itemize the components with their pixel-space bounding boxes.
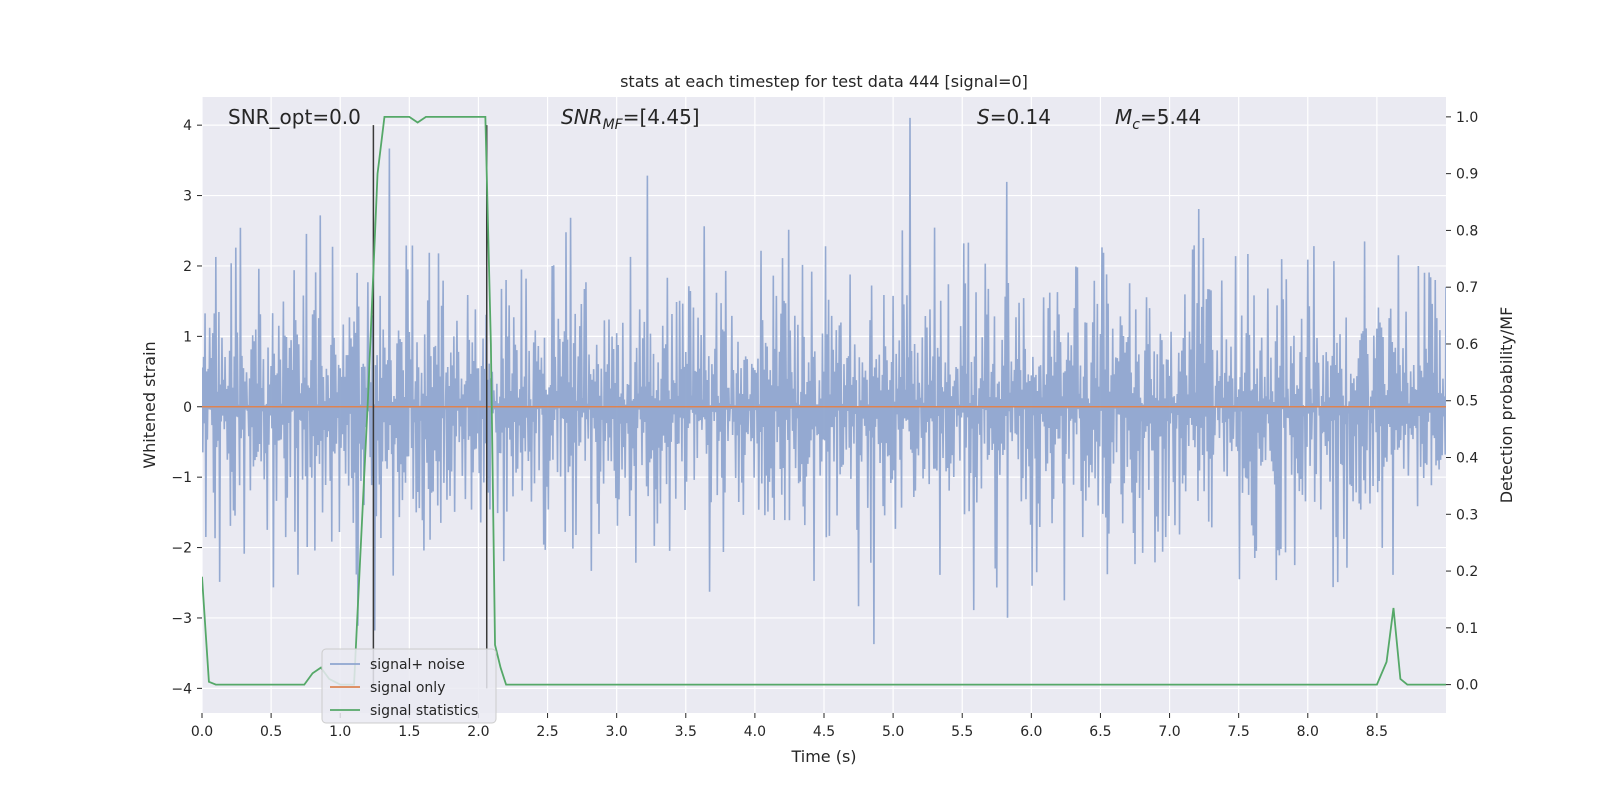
y-axis-right-label: Detection probability/MF xyxy=(1497,307,1516,504)
x-tick-label: 1.0 xyxy=(329,724,351,740)
legend-box xyxy=(321,648,497,724)
y2-tick-label: 0.3 xyxy=(1456,507,1478,523)
x-tick-label: 3.5 xyxy=(675,724,697,740)
x-tick-label: 4.0 xyxy=(744,724,766,740)
chart-title: stats at each timestep for test data 444… xyxy=(620,72,1028,91)
x-tick-label: 2.0 xyxy=(467,724,489,740)
x-tick-label: 6.0 xyxy=(1020,724,1042,740)
x-tick-label: 1.5 xyxy=(398,724,420,740)
x-tick-label: 0.5 xyxy=(260,724,282,740)
y2-tick-label: 1.0 xyxy=(1456,110,1478,126)
legend: signal+ noise signal only signal statistic… xyxy=(321,648,497,724)
y2-tick-label: 0.4 xyxy=(1456,451,1478,467)
annotation-snr-opt: SNR_opt=0.0 xyxy=(228,105,361,129)
vertical-markers xyxy=(372,125,488,689)
annotation-snr-mf: SNRMF=[4.45] xyxy=(561,105,700,133)
y-tick-label: −2 xyxy=(171,541,192,557)
statistics-line xyxy=(202,115,1446,686)
y-tick-label: 2 xyxy=(183,259,192,275)
y-tick-label: 1 xyxy=(183,329,192,345)
annotation-mc-value: =5.44 xyxy=(1140,105,1201,129)
y-tick-label: 0 xyxy=(183,400,192,416)
x-tick-label: 7.5 xyxy=(1228,724,1250,740)
y2-tick-label: 0.0 xyxy=(1456,678,1478,694)
annotation-s-main: S xyxy=(977,105,990,129)
x-tick-label: 8.0 xyxy=(1297,724,1319,740)
y-tick-label: −4 xyxy=(171,681,192,697)
x-tick-label: 3.0 xyxy=(606,724,628,740)
noise-line xyxy=(202,117,1446,645)
series-signal-noise xyxy=(202,117,1446,645)
y2-tick-label: 0.1 xyxy=(1456,621,1478,637)
y-tick-label: −1 xyxy=(171,470,192,486)
y2-tick-label: 0.7 xyxy=(1456,280,1478,296)
annotations: SNR_opt=0.0 SNRMF=[4.45] S=0.14 Mc=5.44 xyxy=(228,105,1201,133)
annotation-snr-mf-main: SNR xyxy=(561,105,603,129)
x-tick-label: 5.5 xyxy=(951,724,973,740)
x-axis-label: Time (s) xyxy=(790,747,856,766)
y-tick-label: 3 xyxy=(183,189,192,205)
annotation-mc: Mc=5.44 xyxy=(1115,105,1201,133)
x-tick-label: 7.0 xyxy=(1158,724,1180,740)
y-tick-label: 4 xyxy=(183,118,192,134)
y2-tick-label: 0.5 xyxy=(1456,394,1478,410)
legend-label: signal statistics xyxy=(370,703,478,719)
annotation-s-value: =0.14 xyxy=(990,105,1051,129)
series-signal-statistics xyxy=(202,115,1446,686)
x-tick-label: 4.5 xyxy=(813,724,835,740)
axes: 0.0 0.5 1.0 1.5 2.0 2.5 3.0 3.5 4.0 4.5 5.0 5.5 6.0 6… xyxy=(171,110,1478,740)
y-tick-label: −3 xyxy=(171,611,192,627)
legend-label: signal only xyxy=(370,680,445,696)
x-tick-label: 8.5 xyxy=(1366,724,1388,740)
y2-tick-label: 0.6 xyxy=(1456,337,1478,353)
x-tick-label: 2.5 xyxy=(536,724,558,740)
annotation-snr-mf-sub: MF xyxy=(603,117,624,133)
x-tick-label: 0.0 xyxy=(191,724,213,740)
x-tick-label: 5.0 xyxy=(882,724,904,740)
annotation-s: S=0.14 xyxy=(977,105,1051,129)
y2-tick-label: 0.2 xyxy=(1456,564,1478,580)
legend-label: signal+ noise xyxy=(370,657,465,673)
annotation-mc-sub: c xyxy=(1132,117,1140,133)
y-axis-label: Whitened strain xyxy=(140,341,159,468)
annotation-mc-main: M xyxy=(1115,105,1132,129)
x-tick-label: 6.5 xyxy=(1089,724,1111,740)
annotation-snr-mf-value: =[4.45] xyxy=(623,105,700,129)
y2-tick-label: 0.9 xyxy=(1456,167,1478,183)
y2-tick-label: 0.8 xyxy=(1456,223,1478,239)
